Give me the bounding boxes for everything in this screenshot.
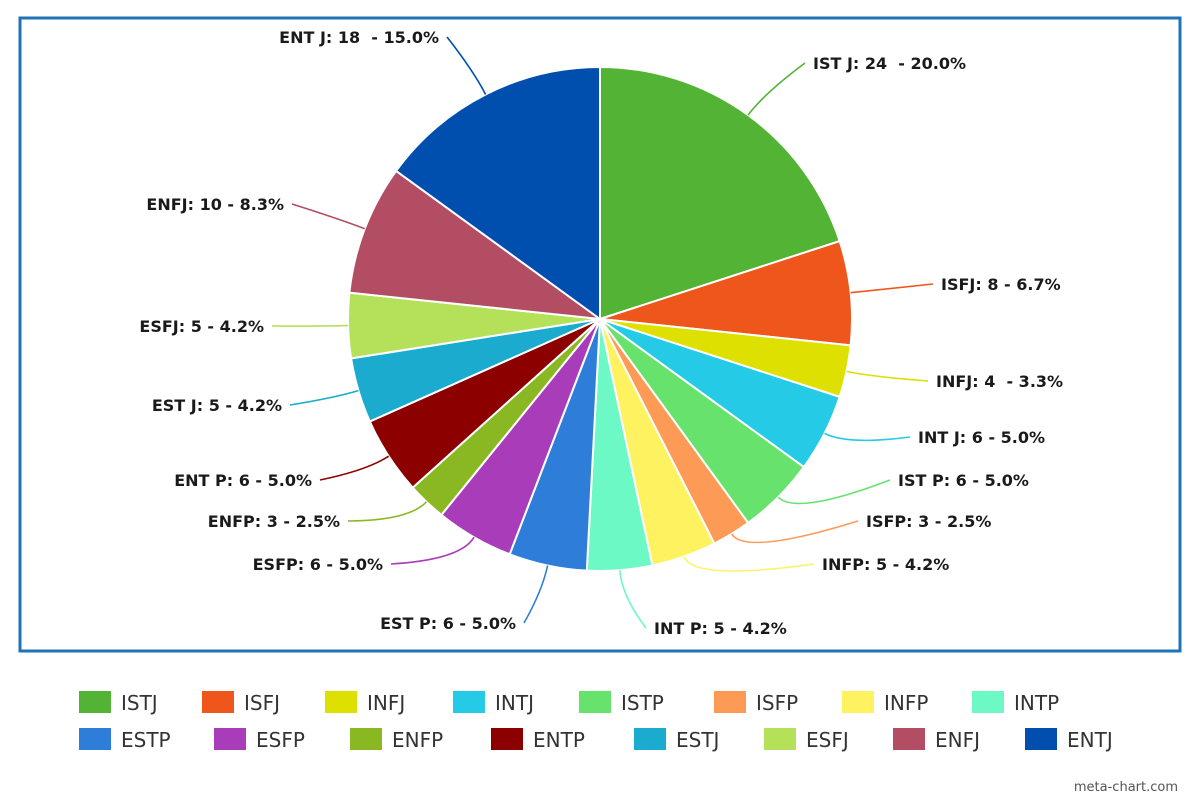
pie-slice-enfj xyxy=(348,169,601,320)
leader-line-isfj xyxy=(850,283,934,294)
legend-swatch-esfp xyxy=(214,728,246,750)
leader-line-enfj xyxy=(291,203,365,230)
legend-label-isfp: ISFP xyxy=(756,691,798,715)
slice-label-infp: INFP: 5 - 4.2% xyxy=(822,555,949,574)
legend-swatch-entj xyxy=(1025,728,1057,750)
leader-line-infp xyxy=(683,556,815,572)
slice-label-esfp: ESFP: 6 - 5.0% xyxy=(253,555,383,574)
slice-label-isfp: ISFP: 3 - 2.5% xyxy=(866,512,991,531)
slice-label-entj: ENT J: 18 - 15.0% xyxy=(279,28,439,47)
leader-line-isfp xyxy=(731,520,859,544)
legend-swatch-enfj xyxy=(893,728,925,750)
label-leader-lines xyxy=(271,36,934,629)
leader-line-enfp xyxy=(347,501,428,522)
legend: ISTJ ISFJ INFJ INTJ ISTP ISFP INFP INTP ESTP ESFP… xyxy=(79,691,1113,752)
legend-label-istp: ISTP xyxy=(621,691,664,715)
legend-swatch-istp xyxy=(579,691,611,713)
watermark-text: meta-chart.com xyxy=(1074,780,1178,795)
legend-label-entp: ENTP xyxy=(533,728,585,752)
legend-label-enfp: ENFP xyxy=(392,728,443,752)
legend-swatch-intp xyxy=(972,691,1004,713)
legend-swatch-infj xyxy=(325,691,357,713)
legend-label-intp: INTP xyxy=(1014,691,1059,715)
slice-label-intj: INT J: 6 - 5.0% xyxy=(918,428,1045,447)
leader-line-estj xyxy=(289,389,359,406)
legend-label-isfj: ISFJ xyxy=(244,691,280,715)
legend-item-esfj: ESFJ xyxy=(764,728,849,752)
legend-swatch-isfp xyxy=(714,691,746,713)
slice-label-enfj: ENFJ: 10 - 8.3% xyxy=(146,195,284,214)
legend-item-enfj: ENFJ xyxy=(893,728,980,752)
leader-line-intj xyxy=(824,432,911,442)
legend-item-isfp: ISFP xyxy=(714,691,798,715)
legend-item-entp: ENTP xyxy=(491,728,585,752)
slice-label-esfj: ESFJ: 5 - 4.2% xyxy=(139,317,264,336)
slice-label-intp: INT P: 5 - 4.2% xyxy=(654,619,787,638)
slice-label-istp: IST P: 6 - 5.0% xyxy=(898,471,1029,490)
legend-item-esfp: ESFP xyxy=(214,728,305,752)
legend-label-infj: INFJ xyxy=(367,691,405,715)
legend-swatch-intj xyxy=(453,691,485,713)
legend-item-intj: INTJ xyxy=(453,691,534,715)
legend-swatch-estj xyxy=(634,728,666,750)
slice-label-entp: ENT P: 6 - 5.0% xyxy=(174,471,312,490)
leader-line-intp xyxy=(619,570,647,629)
legend-label-estp: ESTP xyxy=(121,728,171,752)
legend-item-estj: ESTJ xyxy=(634,728,719,752)
legend-item-istj: ISTJ xyxy=(79,691,158,715)
legend-swatch-entp xyxy=(491,728,523,750)
leader-line-estp xyxy=(523,565,549,624)
legend-item-entj: ENTJ xyxy=(1025,728,1113,752)
legend-item-estp: ESTP xyxy=(79,728,171,752)
legend-swatch-infp xyxy=(842,691,874,713)
slice-label-infj: INFJ: 4 - 3.3% xyxy=(936,372,1063,391)
leader-line-istj xyxy=(747,62,806,116)
legend-label-intj: INTJ xyxy=(495,691,534,715)
legend-label-infp: INFP xyxy=(884,691,928,715)
legend-swatch-isfj xyxy=(202,691,234,713)
legend-label-estj: ESTJ xyxy=(676,728,719,752)
legend-item-isfj: ISFJ xyxy=(202,691,280,715)
legend-item-intp: INTP xyxy=(972,691,1059,715)
legend-item-infj: INFJ xyxy=(325,691,405,715)
legend-label-esfj: ESFJ xyxy=(806,728,849,752)
legend-label-istj: ISTJ xyxy=(121,691,158,715)
leader-line-infj xyxy=(846,370,929,382)
slice-label-estp: EST P: 6 - 5.0% xyxy=(380,614,516,633)
legend-label-enfj: ENFJ xyxy=(935,728,980,752)
legend-swatch-esfj xyxy=(764,728,796,750)
slice-label-istj: IST J: 24 - 20.0% xyxy=(813,54,966,73)
legend-item-enfp: ENFP xyxy=(350,728,443,752)
slice-labels: IST J: 24 - 20.0% ISFJ: 8 - 6.7% INFJ: 4 -… xyxy=(139,28,1063,638)
slice-label-enfp: ENFP: 3 - 2.5% xyxy=(208,512,340,531)
leader-line-istp xyxy=(777,479,891,505)
legend-item-infp: INFP xyxy=(842,691,928,715)
legend-label-entj: ENTJ xyxy=(1067,728,1113,752)
leader-line-entj xyxy=(446,36,487,95)
pie-slice-istj xyxy=(599,66,841,320)
leader-line-esfp xyxy=(390,536,475,565)
legend-item-istp: ISTP xyxy=(579,691,664,715)
slice-label-isfj: ISFJ: 8 - 6.7% xyxy=(941,275,1061,294)
legend-label-esfp: ESFP xyxy=(256,728,305,752)
leader-line-entp xyxy=(319,455,390,481)
legend-swatch-estp xyxy=(79,728,111,750)
legend-swatch-enfp xyxy=(350,728,382,750)
slice-label-estj: EST J: 5 - 4.2% xyxy=(152,396,282,415)
legend-swatch-istj xyxy=(79,691,111,713)
pie-slices xyxy=(346,66,854,572)
